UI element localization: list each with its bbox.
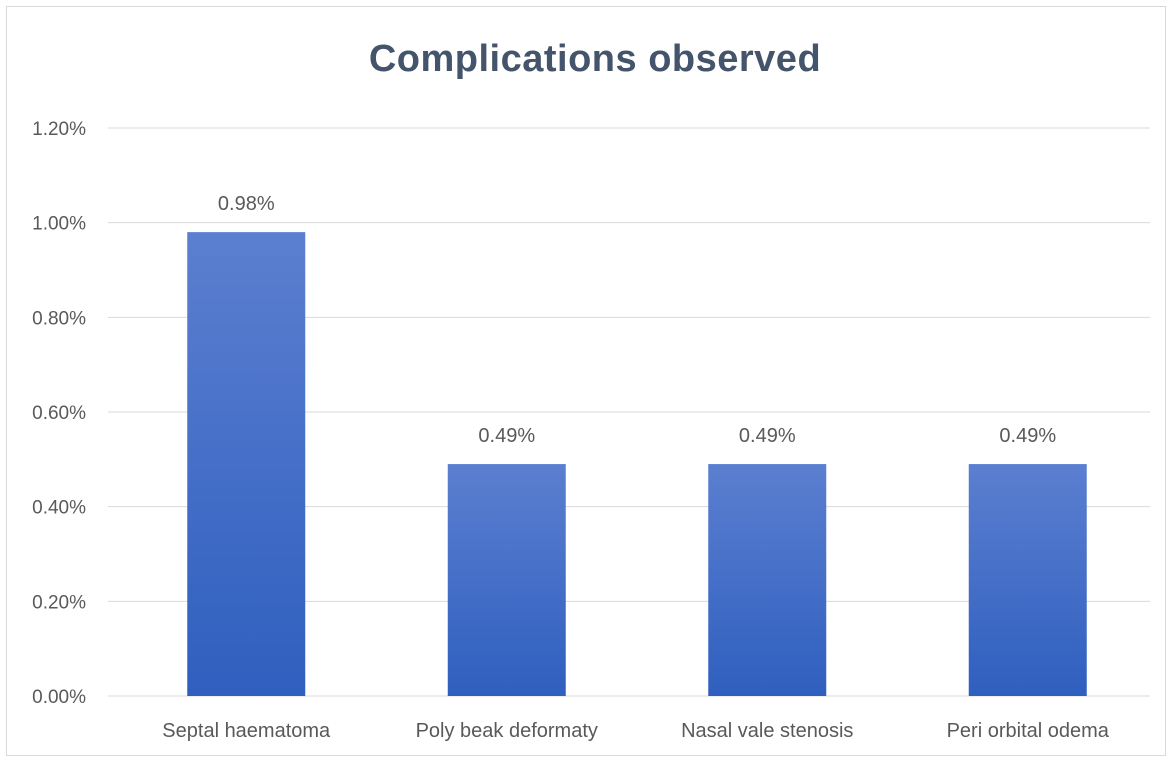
x-category-label: Septal haematoma — [162, 720, 331, 742]
y-tick-label: 0.20% — [32, 592, 86, 613]
bar — [187, 232, 306, 696]
data-label: 0.49% — [999, 425, 1056, 447]
y-tick-label: 0.40% — [32, 498, 86, 519]
x-category-label: Nasal vale stenosis — [681, 720, 853, 742]
bar — [968, 464, 1087, 696]
x-category-label: Poly beak deformaty — [416, 720, 598, 742]
data-label: 0.98% — [218, 193, 275, 215]
y-tick-label: 1.20% — [32, 119, 86, 140]
x-category-label: Peri orbital odema — [947, 720, 1110, 742]
y-tick-label: 1.00% — [32, 214, 86, 235]
y-tick-label: 0.80% — [32, 308, 86, 329]
data-label: 0.49% — [478, 425, 535, 447]
chart-frame — [6, 6, 1166, 756]
bar — [708, 464, 827, 696]
y-tick-label: 0.60% — [32, 403, 86, 424]
y-tick-label: 0.00% — [32, 687, 86, 708]
bar — [447, 464, 566, 696]
chart-title: Complications observed — [368, 38, 822, 80]
data-label: 0.49% — [739, 425, 796, 447]
